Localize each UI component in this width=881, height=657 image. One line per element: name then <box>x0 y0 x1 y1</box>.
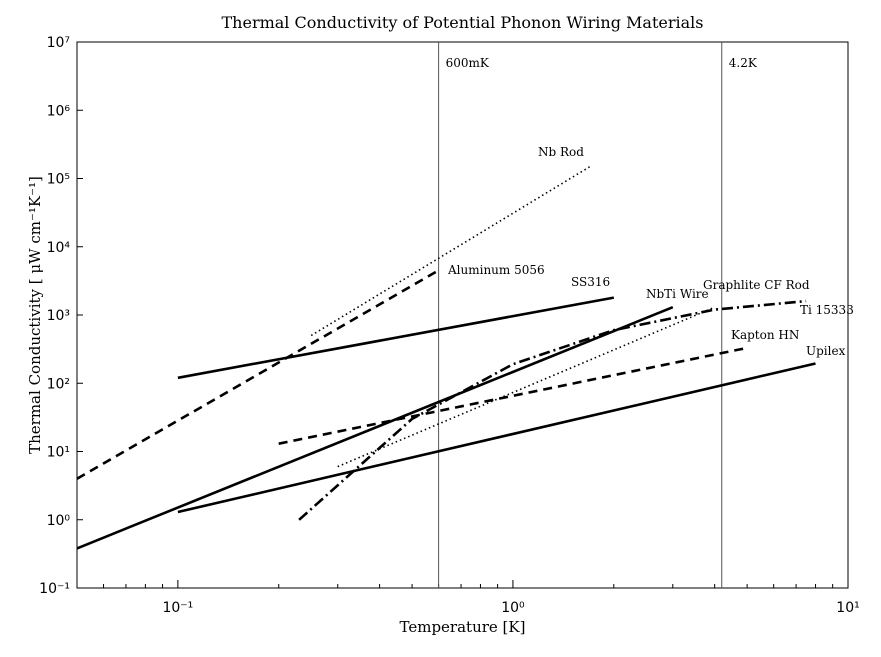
series-line-nbti-wire <box>76 305 674 550</box>
series-label-graphlite-cf-rod: Graphlite CF Rod <box>703 278 810 292</box>
x-tick-label: 10⁻¹ <box>162 600 193 616</box>
y-tick-label: 10⁷ <box>47 35 70 51</box>
ref-line-label: 4.2K <box>729 56 758 70</box>
y-tick-label: 10² <box>47 376 70 392</box>
series-label-nbti-wire: NbTi Wire <box>646 287 709 301</box>
series-labels: Nb Rod Aluminum 5056 SS316 NbTi WireGraphli… <box>447 145 854 358</box>
data-series <box>76 165 816 550</box>
y-tick-label: 10⁵ <box>47 172 70 188</box>
series-line-ti-15333 <box>298 299 807 521</box>
plot-frame <box>76 41 849 589</box>
series-line-kapton-hn <box>278 346 748 445</box>
x-axis-label: Temperature [K] <box>400 618 526 636</box>
series-label-upilex: Upilex <box>806 344 846 358</box>
y-tick-label: 10⁶ <box>47 103 71 119</box>
tick-labels: 10⁻¹ 10⁰ 10¹ 10⁻¹ 10⁰ 10¹ 10² 10³ 10⁴ 10⁵ 10⁶ 10⁷ <box>39 35 860 616</box>
series-label-aluminum-5056: Aluminum 5056 <box>447 263 545 277</box>
ref-line-label: 600mK <box>446 56 490 70</box>
series-label-kapton-hn: Kapton HN <box>731 328 799 342</box>
y-tick-label: 10⁴ <box>47 240 71 256</box>
series-label-ti-15333: Ti 15333 <box>800 303 854 317</box>
reference-lines: 600mK 4.2K <box>438 42 758 588</box>
series-line-aluminum-5056 <box>76 269 440 480</box>
y-tick-label: 10¹ <box>47 445 70 461</box>
series-line-ss316 <box>177 296 615 380</box>
series-line-nb-rod <box>310 165 591 337</box>
y-tick-label: 10³ <box>47 308 70 324</box>
series-label-ss316: SS316 <box>571 275 610 289</box>
y-tick-label: 10⁰ <box>47 513 71 529</box>
x-tick-label: 10¹ <box>836 600 859 616</box>
y-axis-label: Thermal Conductivity [ μW cm⁻¹K⁻¹] <box>26 176 44 454</box>
series-label-nb-rod: Nb Rod <box>538 145 584 159</box>
x-tick-label: 10⁰ <box>501 600 525 616</box>
chart-title: Thermal Conductivity of Potential Phonon… <box>222 13 704 32</box>
series-line-upilex <box>177 362 816 514</box>
y-tick-label: 10⁻¹ <box>39 581 70 597</box>
axis-ticks <box>76 41 849 589</box>
series-line-graphlite-cf-rod <box>337 306 716 468</box>
